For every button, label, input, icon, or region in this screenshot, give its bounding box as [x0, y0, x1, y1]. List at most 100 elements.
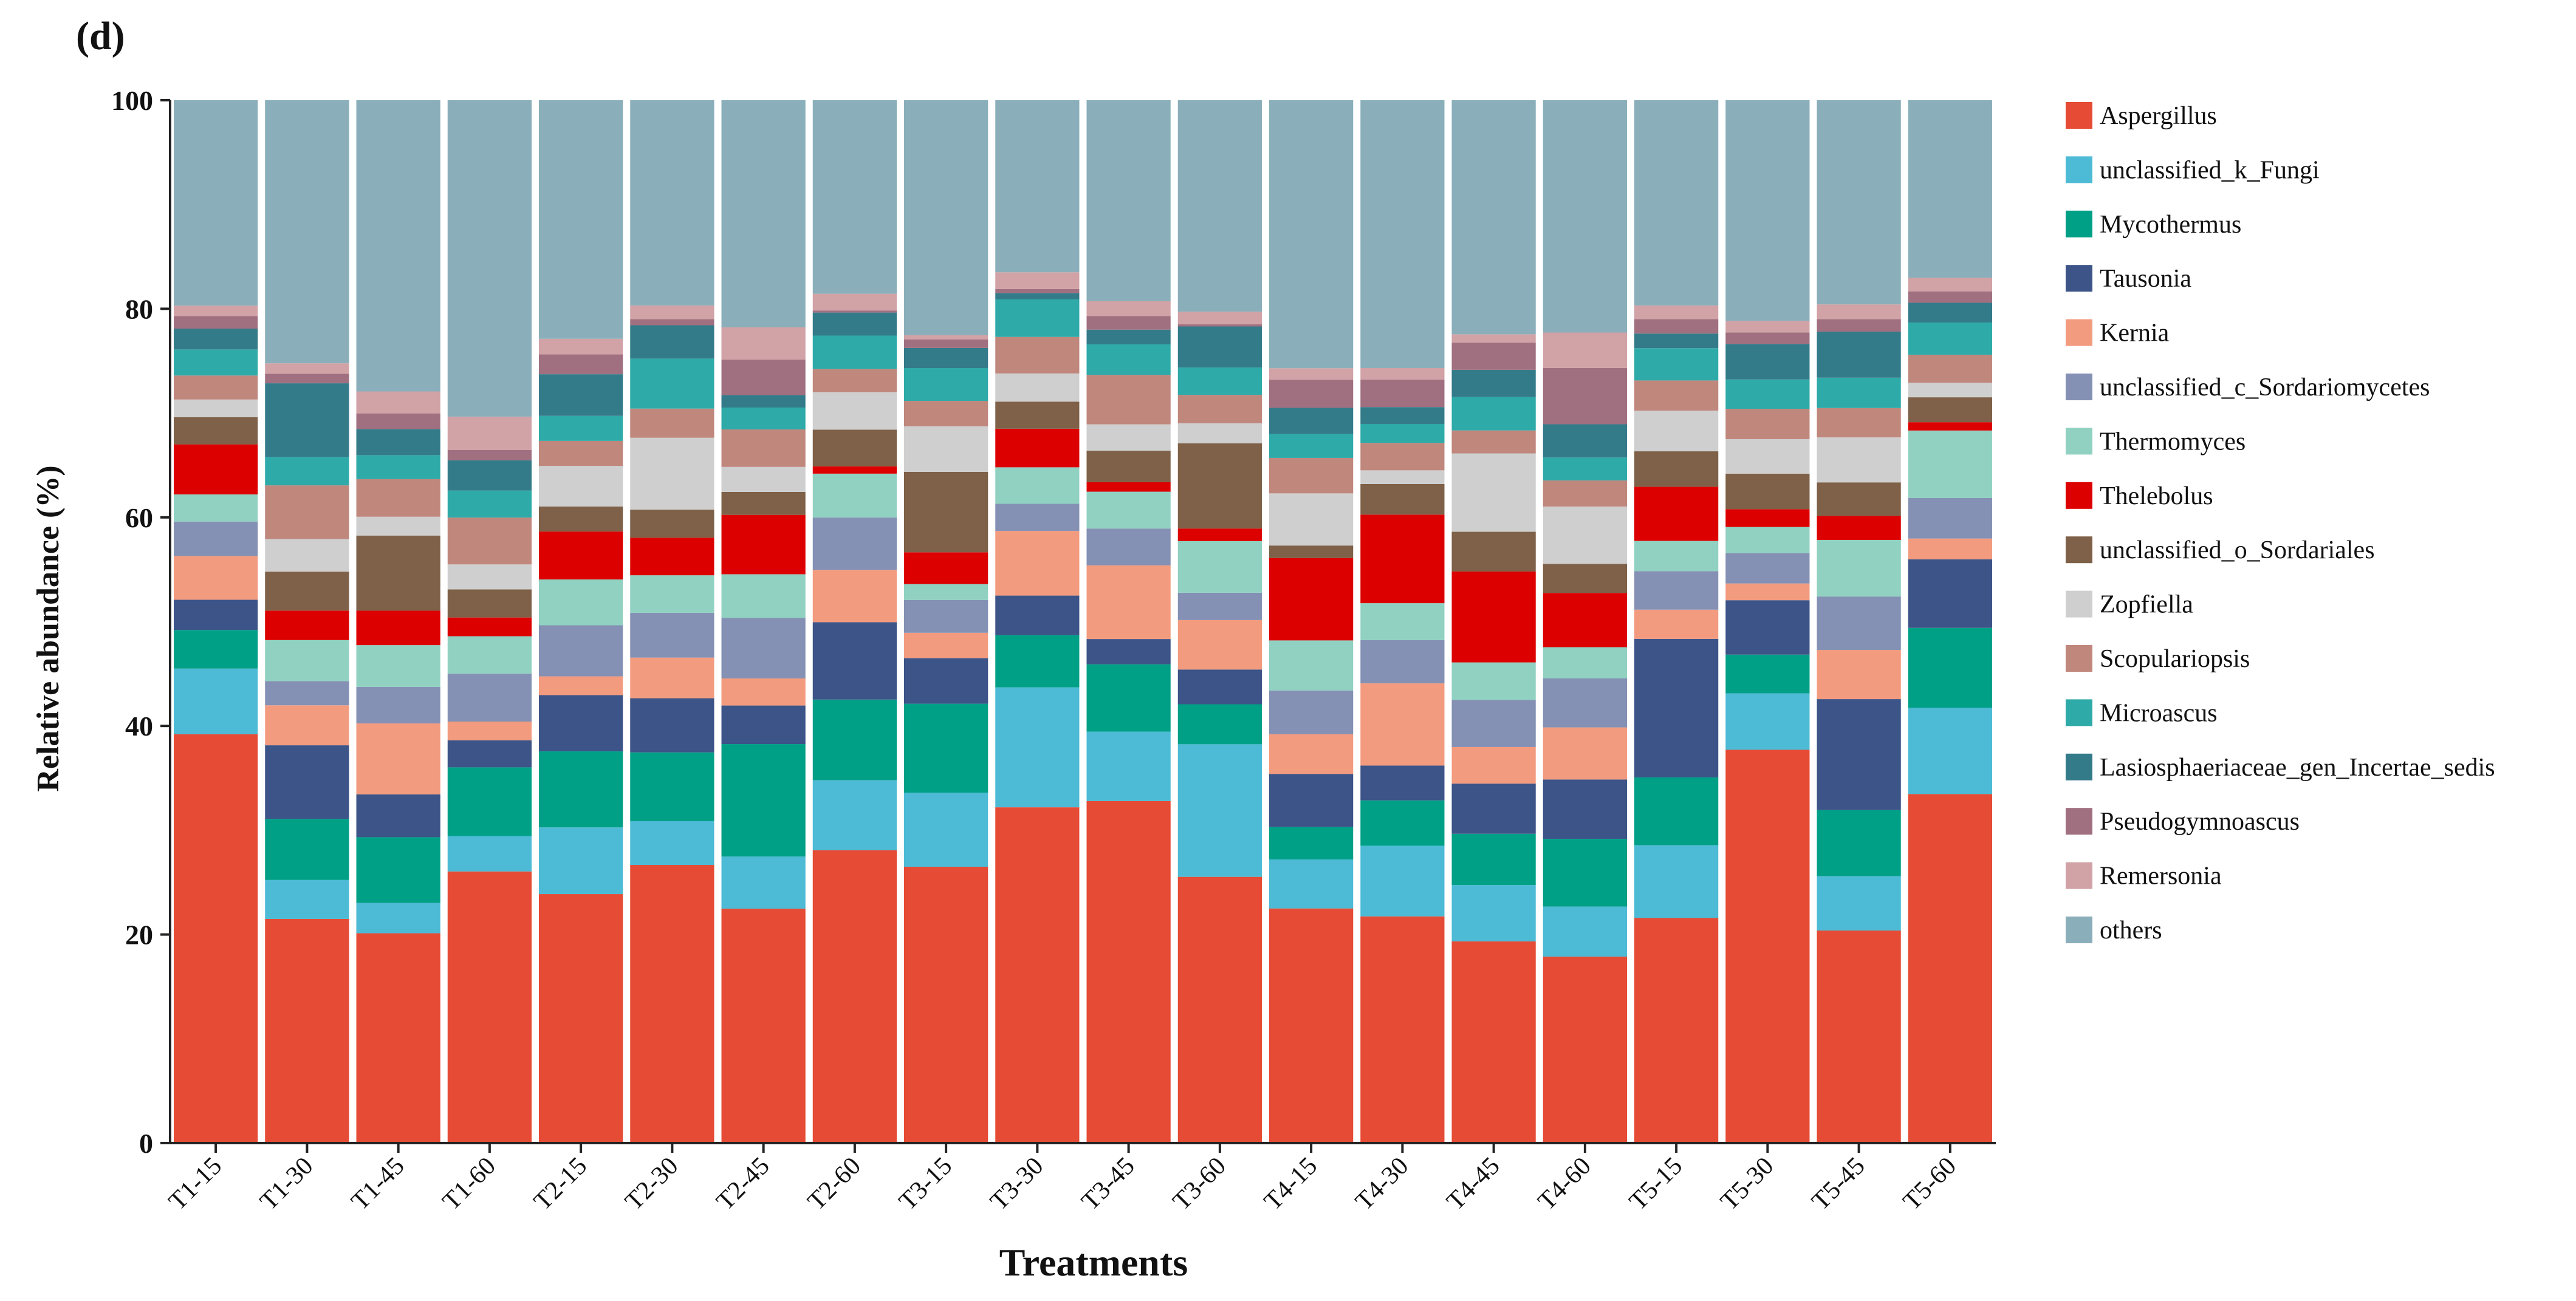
bar-segment	[1086, 731, 1171, 801]
bar-segment	[1177, 326, 1262, 368]
bar-segment	[1543, 727, 1627, 780]
bar-segment	[1269, 457, 1354, 494]
bar-segment	[1817, 699, 1901, 810]
bar-segment	[1177, 744, 1262, 877]
bar-segment	[265, 383, 349, 457]
bar-segment	[1269, 380, 1354, 408]
bar-segment	[539, 894, 623, 1143]
bar-segment	[539, 440, 623, 466]
bar-segment	[1817, 304, 1901, 319]
bar-segment	[1908, 322, 1992, 355]
bar-segment	[1817, 931, 1901, 1143]
bar-segment	[1086, 565, 1171, 640]
bar-segment	[1908, 291, 1992, 303]
bar-segment	[1908, 422, 1992, 431]
bar-segment	[356, 455, 440, 479]
bar-segment	[1360, 380, 1445, 408]
bar-segment	[356, 479, 440, 517]
bar-segment	[1725, 321, 1810, 333]
legend-label: Mycothermus	[2100, 211, 2241, 239]
bar-segment	[1269, 859, 1354, 909]
bar-segment	[1269, 493, 1354, 546]
bar-segment	[812, 622, 897, 700]
bar-segment	[904, 793, 988, 867]
bar-segment	[174, 668, 258, 734]
bar-segment	[904, 339, 988, 348]
bar-segment	[1725, 600, 1810, 655]
bar-segment	[356, 535, 440, 611]
bar-segment	[1451, 531, 1536, 572]
y-tick-label: 100	[111, 85, 153, 116]
bar-segment	[1269, 774, 1354, 827]
bar-segment	[1543, 457, 1627, 481]
bar-segment	[904, 368, 988, 401]
bar-segment	[1451, 571, 1536, 663]
bar-segment	[265, 918, 349, 1143]
bar-segment	[1086, 301, 1171, 316]
x-tick-label: T5-15	[1624, 1152, 1688, 1216]
bar-segment	[630, 612, 714, 658]
bar-segment	[265, 363, 349, 374]
bar-segment	[812, 312, 897, 336]
legend-label: Pseudogymnoascus	[2100, 808, 2300, 836]
legend-label: Scopulariopsis	[2100, 645, 2250, 673]
bar-segment	[904, 552, 988, 584]
bar-segment	[1634, 100, 1719, 306]
bar-segment	[630, 752, 714, 821]
bar-segment	[174, 556, 258, 600]
bar-segment	[1908, 559, 1992, 628]
bar-segment	[1086, 424, 1171, 451]
bar-segment	[995, 504, 1080, 531]
bar-segment	[447, 589, 532, 618]
bar-segment	[447, 636, 532, 674]
bar-segment	[904, 100, 988, 335]
bar-segment	[630, 657, 714, 698]
bar-segment	[1908, 430, 1992, 498]
y-axis-title: Relative abundance (%)	[31, 465, 66, 791]
bar-segment	[995, 428, 1080, 468]
bar-segment	[1269, 640, 1354, 691]
bar-segment	[1177, 312, 1262, 325]
bar-segment	[995, 467, 1080, 504]
bar-segment	[630, 437, 714, 510]
bar-segment	[904, 599, 988, 633]
bar-segment	[1634, 411, 1719, 452]
bar-segment	[1086, 375, 1171, 425]
bar-segment	[721, 856, 806, 909]
bar-segment	[1725, 750, 1810, 1143]
legend-swatch	[2066, 428, 2092, 455]
bar-segment	[1086, 316, 1171, 330]
x-tick-label: T4-30	[1350, 1152, 1414, 1216]
bar-segment	[1634, 777, 1719, 845]
y-tick-label: 80	[125, 293, 153, 324]
bar-segment	[1086, 639, 1171, 664]
bar-segment	[1451, 833, 1536, 886]
legend-swatch	[2066, 699, 2092, 726]
bar-segment	[539, 531, 623, 580]
bar-segment	[1817, 319, 1901, 332]
bar-segment	[447, 722, 532, 740]
bar-segment	[1360, 916, 1445, 1143]
bar-segment	[539, 338, 623, 355]
bar-segment	[904, 632, 988, 658]
bar-segment	[995, 289, 1080, 293]
bar-segment	[995, 807, 1080, 1143]
bar-segment	[812, 850, 897, 1143]
legend-label: Microascus	[2100, 699, 2218, 727]
bar-segment	[1360, 514, 1445, 604]
bar-segment	[630, 510, 714, 538]
bar-segment	[1725, 332, 1810, 344]
bar-segment	[1451, 784, 1536, 834]
legend-swatch	[2066, 808, 2092, 835]
legend-label: Remersonia	[2100, 862, 2222, 890]
bar-segment	[174, 734, 258, 1143]
legend-swatch	[2066, 862, 2092, 889]
bar-segment	[174, 316, 258, 329]
x-tick-label: T2-45	[711, 1152, 775, 1216]
bar-segment	[904, 471, 988, 553]
bar-segment	[265, 640, 349, 681]
bar-segment	[539, 415, 623, 441]
bar-segment	[1543, 678, 1627, 728]
bar-segment	[174, 306, 258, 316]
bar-segment	[1817, 408, 1901, 438]
